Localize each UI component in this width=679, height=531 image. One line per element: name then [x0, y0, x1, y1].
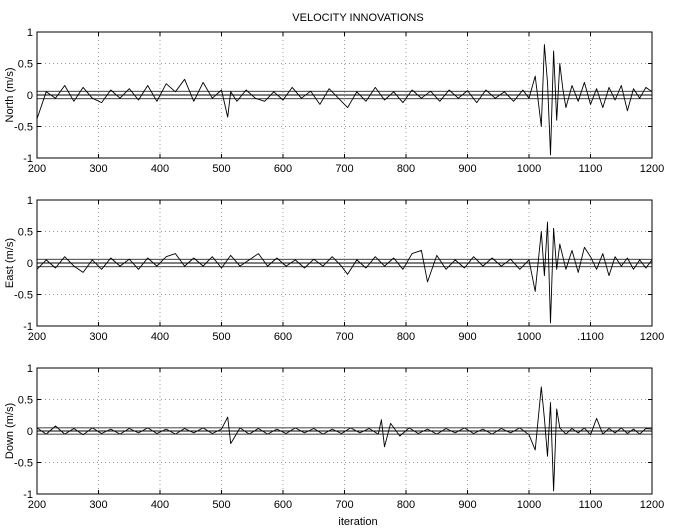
x-tick-label: 800	[397, 331, 415, 343]
y-tick-label: -1	[23, 321, 33, 333]
y-tick-label: 0	[27, 258, 33, 270]
x-tick-label: 600	[274, 163, 292, 175]
x-tick-label: 800	[397, 163, 415, 175]
x-tick-label: 300	[89, 499, 107, 511]
series-line-0	[36, 221, 653, 324]
x-tick-label: 200	[28, 163, 46, 175]
x-tick-label: 700	[335, 499, 353, 511]
x-tick-label: 1000	[517, 163, 541, 175]
y-axis-label: North (m/s)	[4, 68, 16, 123]
y-tick-label: 0.5	[18, 59, 33, 71]
series-line-0	[36, 44, 653, 156]
x-tick-label: 1200	[640, 331, 664, 343]
panel-1: 200 300 400 500 600 700 800 900 1000 .1100 1200 1 0.…	[4, 195, 664, 343]
x-tick-label: 700	[335, 163, 353, 175]
chart-title: VELOCITY INNOVATIONS	[292, 12, 423, 24]
x-tick-label: 1200	[640, 499, 664, 511]
x-axis-label: iteration	[338, 516, 377, 528]
x-tick-label: 400	[151, 499, 169, 511]
y-tick-label: -0.5	[14, 290, 33, 302]
x-tick-label: 200	[28, 499, 46, 511]
x-tick-label: 600	[274, 499, 292, 511]
x-tick-label: 800	[397, 499, 415, 511]
y-tick-label: 1	[27, 195, 33, 207]
y-tick-label: -0.5	[14, 458, 33, 470]
x-tick-label: 600	[274, 331, 292, 343]
y-tick-label: -1	[23, 153, 33, 165]
series-line-0	[36, 386, 653, 492]
y-tick-label: 0.5	[18, 395, 33, 407]
x-tick-label: 1100	[579, 499, 603, 511]
x-tick-label: 1100	[579, 163, 603, 175]
x-tick-label: 500	[212, 499, 230, 511]
x-tick-label: 1200	[640, 163, 664, 175]
x-tick-label: 900	[458, 163, 476, 175]
y-tick-label: -0.5	[14, 122, 33, 134]
x-tick-label: 900	[458, 331, 476, 343]
x-tick-label: 300	[89, 331, 107, 343]
x-tick-label: 500	[212, 163, 230, 175]
panel-2: 200 300 400 500 600 700 800 900 1000 1100 1200 1 0.5…	[4, 363, 664, 511]
x-tick-label: 300	[89, 163, 107, 175]
x-tick-label: 400	[151, 163, 169, 175]
x-tick-label: 400	[151, 331, 169, 343]
y-axis-label: Down (m/s)	[4, 403, 16, 459]
y-tick-label: -1	[23, 489, 33, 501]
x-tick-label: .1100	[577, 331, 604, 343]
y-tick-label: 1	[27, 27, 33, 39]
y-axis-label: East (m/s)	[4, 238, 16, 288]
x-tick-label: 1000	[517, 331, 541, 343]
y-tick-label: 1	[27, 363, 33, 375]
y-tick-label: 0	[27, 90, 33, 102]
x-tick-label: 900	[458, 499, 476, 511]
x-tick-label: 200	[28, 331, 46, 343]
panels-group: 200 300 400 500 600 700 800 900 1000 1100 120010.5…	[4, 27, 664, 511]
panel-0: 200 300 400 500 600 700 800 900 1000 1100 1200 1 0.5…	[4, 27, 664, 175]
y-tick-label: 0	[27, 426, 33, 438]
x-tick-label: 700	[335, 331, 353, 343]
y-tick-label: 0.5	[18, 227, 33, 239]
x-tick-label: 500	[212, 331, 230, 343]
x-tick-label: 1000	[517, 499, 541, 511]
